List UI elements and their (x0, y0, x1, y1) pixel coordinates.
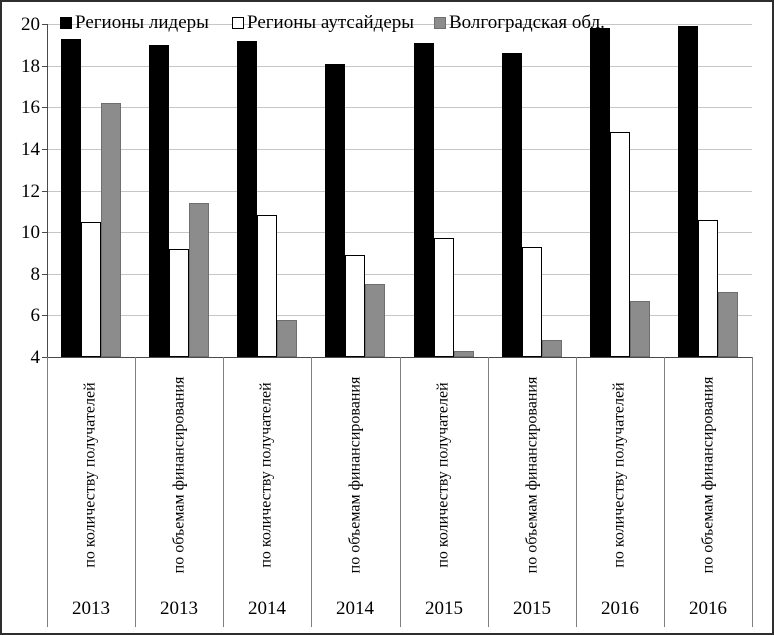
bar-outsiders (522, 247, 542, 357)
y-tick-label: 6 (30, 305, 41, 327)
y-axis-tick (42, 315, 47, 317)
category-label: по количеству получателей (576, 360, 664, 590)
y-axis-tick (42, 24, 47, 25)
year-label: 2014 (336, 598, 374, 619)
bar-volgograd (718, 292, 738, 357)
category-label-text: по количеству получателей (611, 382, 629, 568)
category-label-text: по объемам финансирования (346, 376, 364, 574)
year-label: 2013 (160, 598, 198, 619)
y-axis-tick (42, 107, 47, 109)
bar-outsiders (698, 220, 718, 357)
bar-outsiders (169, 249, 189, 357)
bar-volgograd (542, 340, 562, 357)
bar-leaders (590, 28, 610, 357)
bar-leaders (502, 53, 522, 357)
year-label: 2015 (513, 598, 551, 619)
category-separator (47, 357, 48, 627)
y-tick-label: 8 (30, 263, 41, 285)
category-label: по количеству получателей (223, 360, 311, 590)
legend-label: Регионы аутсайдеры (247, 12, 415, 33)
bar-leaders (61, 39, 81, 357)
y-axis-tick (42, 232, 47, 234)
category-label-text: по количеству получателей (258, 382, 276, 568)
bar-outsiders (610, 132, 630, 357)
bar-volgograd (630, 301, 650, 357)
bar-volgograd (277, 320, 297, 357)
bar-volgograd (101, 103, 121, 357)
bar-outsiders (81, 222, 101, 357)
bar-volgograd (454, 351, 474, 357)
bar-leaders (237, 41, 257, 357)
bar-volgograd (189, 203, 209, 357)
category-label: по объемам финансирования (664, 360, 752, 590)
legend-label: Волгоградская обл. (449, 12, 605, 33)
y-axis-tick (42, 190, 47, 192)
gridline (47, 315, 752, 317)
category-separator (488, 357, 489, 627)
y-tick-label: 14 (21, 138, 40, 160)
category-label: по объемам финансирования (135, 360, 223, 590)
legend-item-outsiders: Регионы аутсайдеры (232, 13, 414, 32)
category-label-text: по объемам финансирования (699, 376, 717, 574)
category-label-text: по количеству получателей (82, 382, 100, 568)
legend-marker-black-square-icon (60, 16, 72, 29)
legend-item-leaders: Регионы лидеры (60, 13, 209, 32)
legend-marker-white-square-icon (232, 16, 244, 29)
gridline (47, 65, 752, 67)
year-label: 2016 (601, 598, 639, 619)
bar-leaders (325, 64, 345, 357)
gridline (47, 232, 752, 234)
legend-label: Регионы лидеры (75, 12, 209, 33)
bar-leaders (678, 26, 698, 357)
bar-outsiders (434, 238, 454, 357)
year-label: 2013 (72, 598, 110, 619)
category-label-text: по количеству получателей (435, 382, 453, 568)
y-axis-tick (42, 148, 47, 150)
category-separator (576, 357, 577, 627)
gridline (47, 107, 752, 109)
year-label: 2016 (689, 598, 727, 619)
year-label: 2014 (248, 598, 286, 619)
category-separator (311, 357, 312, 627)
category-separator (752, 357, 753, 627)
category-label-text: по объемам финансирования (523, 376, 541, 574)
chart-legend: Регионы лидеры Регионы аутсайдеры Волгог… (2, 13, 772, 37)
category-separator (135, 357, 136, 627)
y-tick-label: 18 (21, 55, 40, 77)
y-tick-label: 4 (30, 347, 41, 368)
category-separator (223, 357, 224, 627)
gridline (47, 190, 752, 192)
category-separator (664, 357, 665, 627)
gridline (47, 273, 752, 275)
gridline (47, 148, 752, 150)
bar-leaders (149, 45, 169, 357)
category-label: по количеству получателей (47, 360, 135, 590)
category-label: по объемам финансирования (488, 360, 576, 590)
plot-area (47, 24, 752, 358)
y-axis-tick (42, 357, 47, 358)
category-label: по объемам финансирования (311, 360, 399, 590)
bar-outsiders (345, 255, 365, 357)
y-axis-line (47, 24, 48, 358)
category-label: по количеству получателей (400, 360, 488, 590)
year-label: 2015 (425, 598, 463, 619)
bar-volgograd (365, 284, 385, 357)
y-tick-label: 16 (21, 97, 40, 119)
gridline (47, 24, 752, 25)
category-label-text: по объемам финансирования (170, 376, 188, 574)
bar-outsiders (257, 215, 277, 357)
y-axis-tick (42, 65, 47, 67)
legend-marker-gray-square-icon (434, 16, 446, 29)
y-tick-label: 20 (21, 14, 40, 35)
y-axis-tick (42, 273, 47, 275)
category-separator (400, 357, 401, 627)
bar-leaders (414, 43, 434, 357)
legend-item-volgograd: Волгоградская обл. (434, 13, 605, 32)
y-tick-label: 10 (21, 222, 40, 244)
y-tick-label: 12 (21, 180, 40, 202)
